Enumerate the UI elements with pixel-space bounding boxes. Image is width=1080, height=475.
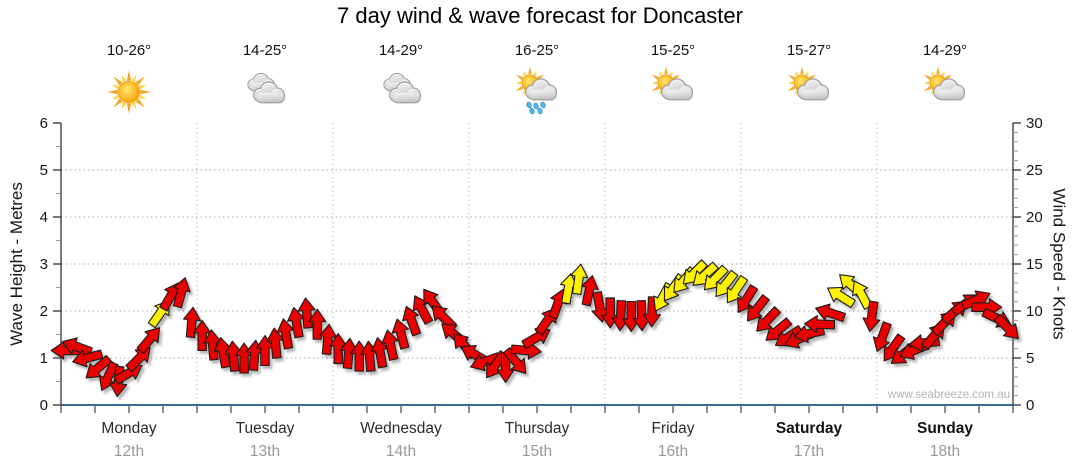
temperature-range: 15-27° — [786, 42, 832, 59]
weather-icon-sun-showers — [513, 66, 561, 115]
day-label: Wednesday — [360, 420, 442, 437]
day-label: Saturday — [775, 420, 843, 437]
wind-arrow — [502, 347, 527, 374]
date-label: 15th — [521, 443, 553, 460]
date-label: 17th — [793, 443, 825, 460]
temperature-range: 15-25° — [650, 42, 696, 59]
date-label: 13th — [249, 443, 281, 460]
right-tick-label: 25 — [1026, 162, 1043, 179]
temperature-range: 14-25° — [242, 42, 288, 59]
wind-arrow — [872, 321, 892, 352]
temperature-range: 14-29° — [378, 42, 424, 59]
wind-arrow — [815, 303, 847, 323]
weather-icon-sunny — [105, 66, 153, 114]
chart-title: 7 day wind & wave forecast for Doncaster — [337, 3, 743, 28]
weather-icon-partly-cloudy — [785, 66, 833, 114]
day-label: Sunday — [917, 420, 973, 437]
left-tick-label: 5 — [40, 162, 48, 179]
right-tick-label: 10 — [1026, 303, 1043, 320]
wind-arrow — [803, 315, 836, 334]
wind-arrow — [391, 318, 410, 350]
right-tick-label: 30 — [1026, 115, 1043, 132]
wind-arrows — [50, 259, 1019, 397]
watermark: www.seabreeze.com.au — [887, 389, 1010, 401]
right-tick-label: 0 — [1026, 397, 1034, 414]
right-tick-label: 20 — [1026, 209, 1043, 226]
right-tick-label: 5 — [1026, 350, 1034, 367]
wind-arrow — [862, 300, 881, 333]
day-label: Thursday — [504, 420, 570, 437]
weather-icon-partly-cloudy — [921, 66, 969, 114]
wind-arrow — [172, 277, 191, 309]
wind-arrow — [136, 327, 161, 354]
weather-icon-partly-cloudy — [649, 66, 697, 114]
temperature-range: 10-26° — [106, 42, 152, 59]
date-label: 18th — [929, 443, 961, 460]
day-label: Friday — [651, 420, 695, 437]
day-label: Monday — [101, 420, 157, 437]
wind-arrow — [726, 274, 749, 304]
left-tick-label: 0 — [40, 397, 48, 414]
temperature-range: 16-25° — [514, 42, 560, 59]
wind-arrow — [183, 306, 202, 339]
weather-icon-cloudy — [241, 66, 289, 114]
day-label: Tuesday — [235, 420, 295, 437]
left-tick-label: 4 — [40, 209, 48, 226]
temperature-range: 14-29° — [922, 42, 968, 59]
wind-arrow — [993, 313, 1019, 340]
wind-arrow — [402, 305, 422, 337]
left-tick-label: 1 — [40, 350, 48, 367]
wind-arrow — [308, 308, 327, 340]
left-tick-label: 2 — [40, 303, 48, 320]
wind-arrow — [737, 284, 759, 313]
right-tick-label: 15 — [1026, 256, 1043, 273]
wind-arrow — [381, 329, 399, 361]
date-label: 12th — [113, 443, 145, 460]
wind-arrow — [580, 275, 599, 307]
wind-arrow — [62, 337, 93, 357]
wind-arrow — [570, 263, 589, 295]
wind-arrow — [746, 294, 770, 322]
date-label: 16th — [657, 443, 689, 460]
wind-arrow — [72, 349, 104, 368]
left-tick-label: 6 — [40, 115, 48, 132]
date-label: 14th — [385, 443, 417, 460]
weather-icon-cloudy — [377, 66, 425, 114]
left-tick-label: 3 — [40, 256, 48, 273]
